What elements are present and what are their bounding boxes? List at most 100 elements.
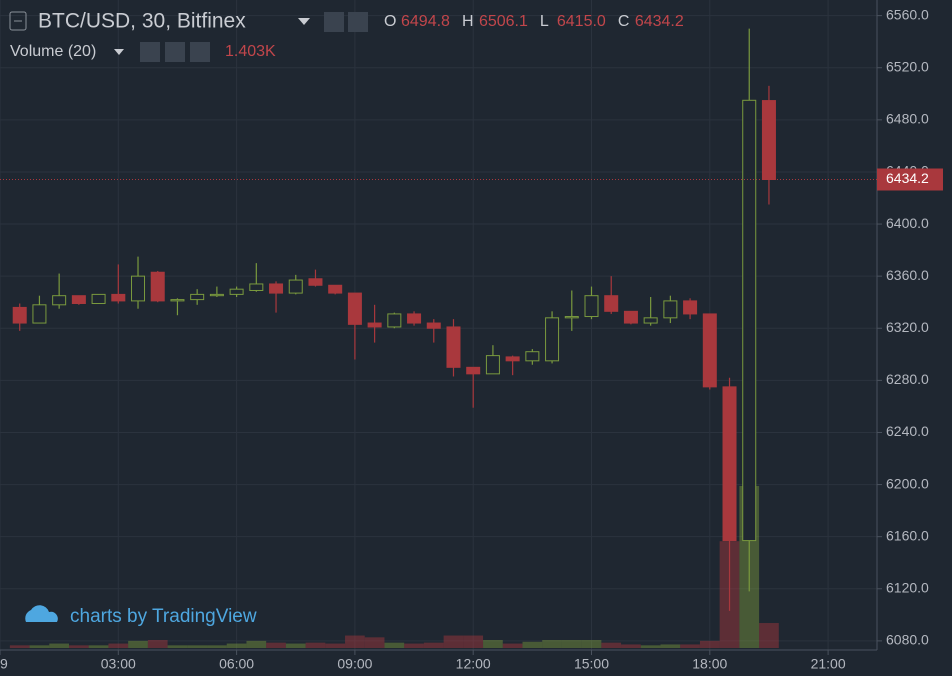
- y-tick-label: 6200.0: [886, 475, 929, 491]
- volume-bar: [561, 639, 582, 648]
- ohlc-value: 6415.0: [557, 13, 606, 30]
- candle-body: [71, 295, 86, 305]
- volume-bar: [266, 642, 286, 648]
- candle-body: [288, 279, 303, 294]
- volume-eye-button[interactable]: [140, 42, 160, 62]
- volume-bar: [69, 645, 89, 648]
- volume-menu[interactable]: [114, 49, 124, 55]
- candle-body: [545, 317, 560, 362]
- candle-body: [170, 299, 185, 302]
- y-tick-label: 6560.0: [886, 6, 929, 22]
- grid: [0, 0, 877, 650]
- candle-body: [387, 313, 402, 328]
- candle-body: [308, 278, 323, 286]
- x-tick-label: 09:00: [337, 656, 372, 672]
- y-tick-label: 6160.0: [886, 527, 929, 543]
- volume-bar: [305, 642, 326, 648]
- volume-bar: [364, 637, 385, 648]
- y-tick-label: 6320.0: [886, 319, 929, 335]
- volume-bar: [660, 644, 681, 648]
- symbol-menu[interactable]: [298, 18, 310, 25]
- candle-body: [426, 322, 441, 329]
- collapse-button[interactable]: [9, 11, 27, 31]
- x-tick-label: 03:00: [101, 656, 136, 672]
- candle-body: [485, 355, 500, 375]
- volume-settings-button[interactable]: [165, 42, 185, 62]
- volume-title: Volume (20): [10, 43, 96, 60]
- x-tick-label: 9: [0, 656, 8, 672]
- volume-bar: [147, 639, 168, 648]
- x-tick-label: 18:00: [692, 656, 727, 672]
- y-tick-label: 6480.0: [886, 111, 929, 127]
- volume-bar: [680, 644, 700, 648]
- candle-body: [564, 316, 579, 319]
- candle-body: [466, 366, 481, 375]
- candle-body: [111, 293, 126, 302]
- volume-bar: [187, 645, 208, 648]
- volume-bar: [285, 643, 306, 648]
- volume-bar: [463, 635, 484, 648]
- candle-body: [643, 317, 658, 324]
- candle-body: [525, 351, 540, 362]
- candle-body: [604, 295, 619, 312]
- volume-bar: [325, 643, 346, 648]
- candle-body: [131, 275, 146, 302]
- volume-value: 1.403K: [225, 43, 276, 60]
- candle-body: [623, 310, 638, 324]
- volume-bar: [621, 644, 641, 648]
- volume-bar: [640, 645, 661, 648]
- candle-body: [91, 293, 106, 305]
- candle-body: [722, 386, 737, 542]
- volume-bar: [581, 639, 602, 648]
- tradingview-logo: [25, 605, 58, 622]
- candle-body: [584, 295, 599, 318]
- y-tick-label: 6280.0: [886, 371, 929, 387]
- last-price-label: 6434.2: [886, 170, 929, 186]
- ohlc-value: 6434.2: [635, 13, 684, 30]
- eye-button[interactable]: [324, 12, 344, 32]
- x-tick-label: 06:00: [219, 656, 254, 672]
- candle-body: [52, 295, 67, 306]
- candle-body: [150, 271, 165, 302]
- candle-body: [12, 306, 27, 324]
- candle-body: [209, 293, 224, 297]
- branding[interactable]: charts by TradingView: [70, 606, 257, 627]
- candle-body: [32, 304, 47, 324]
- volume-bar: [522, 641, 543, 648]
- volume-bar: [542, 639, 562, 648]
- y-tick-label: 6080.0: [886, 632, 929, 648]
- candles: [12, 28, 776, 611]
- volume-remove-button[interactable]: [190, 42, 210, 62]
- x-tick-label: 12:00: [456, 656, 491, 672]
- candle-body: [229, 288, 244, 295]
- candle-body: [505, 356, 520, 362]
- candle-body: [190, 293, 205, 301]
- ohlc-key: O: [384, 13, 396, 30]
- volume-bar: [246, 640, 267, 648]
- last-price-box: [877, 168, 943, 191]
- ohlc-value: 6506.1: [479, 13, 528, 30]
- candle-body: [328, 284, 343, 294]
- volume-bar: [759, 623, 779, 648]
- candle-body: [446, 326, 461, 368]
- volume-bar: [502, 643, 523, 648]
- volume-bar: [443, 635, 464, 648]
- volume-bar: [226, 643, 247, 648]
- volume-bar: [207, 645, 227, 648]
- y-tick-label: 6400.0: [886, 215, 929, 231]
- x-tick-label: 15:00: [574, 656, 609, 672]
- volume-bar: [108, 643, 129, 648]
- candle-body: [367, 322, 382, 328]
- candle-body: [742, 99, 757, 542]
- candle-body: [663, 300, 678, 319]
- x-tick-label: 21:00: [811, 656, 846, 672]
- settings-button[interactable]: [348, 12, 368, 32]
- candle-body: [683, 300, 698, 315]
- volume-bar: [29, 645, 50, 648]
- candle-body: [249, 283, 264, 291]
- ohlc-value: 6494.8: [401, 13, 450, 30]
- volume-bar: [345, 635, 365, 648]
